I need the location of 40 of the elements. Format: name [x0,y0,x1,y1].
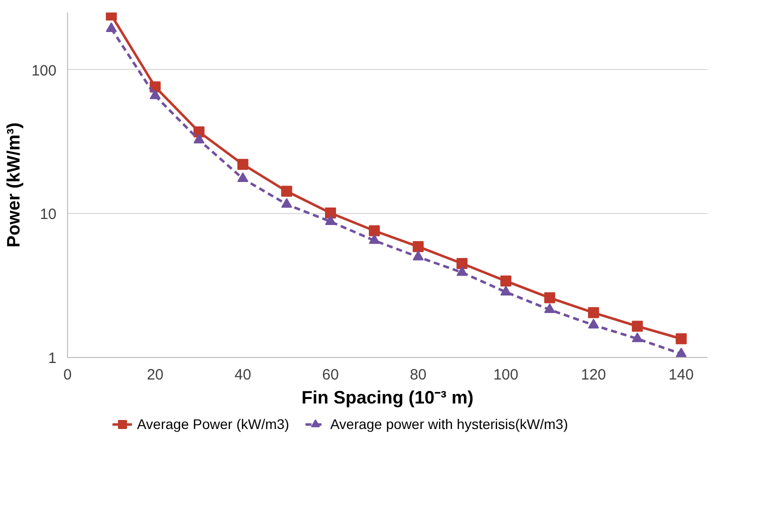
x-axis-title: Fin Spacing (10⁻³ m) [301,388,474,408]
point [632,320,643,332]
point [194,134,205,144]
point [325,215,336,225]
point [544,303,556,314]
point [237,172,248,182]
point [412,241,424,252]
point [368,225,380,236]
legend-label: Average Power (kW/m3) [136,416,290,432]
x-tick-label: 60 [322,366,339,384]
point [676,333,687,344]
point [632,332,643,342]
point [456,258,468,270]
point [281,198,292,208]
y-tick-label: 1 [48,350,56,367]
point [500,286,512,296]
x-tick-label: 100 [493,366,518,384]
x-tick-label: 40 [234,366,252,384]
point [325,208,336,219]
point [106,22,117,32]
legend-label: Average power with hysterisis(kW/m3) [330,416,568,432]
point [237,158,248,170]
x-tick-label: 120 [581,366,606,384]
point [456,266,468,276]
point [676,348,687,358]
point [588,318,600,328]
point [588,307,600,318]
point [544,292,556,304]
point [500,276,512,287]
point [150,89,161,100]
y-tick-label: 100 [31,62,57,80]
x-tick-label: 140 [668,366,694,384]
y-tick-label: 10 [40,206,57,224]
x-tick-label: 0 [63,366,72,384]
x-tick-label: 20 [146,366,164,384]
y-axis-title: Power (kW/m³) [3,122,24,248]
point [281,186,292,197]
point [412,250,424,260]
x-tick-label: 80 [410,366,427,384]
point [368,234,380,244]
